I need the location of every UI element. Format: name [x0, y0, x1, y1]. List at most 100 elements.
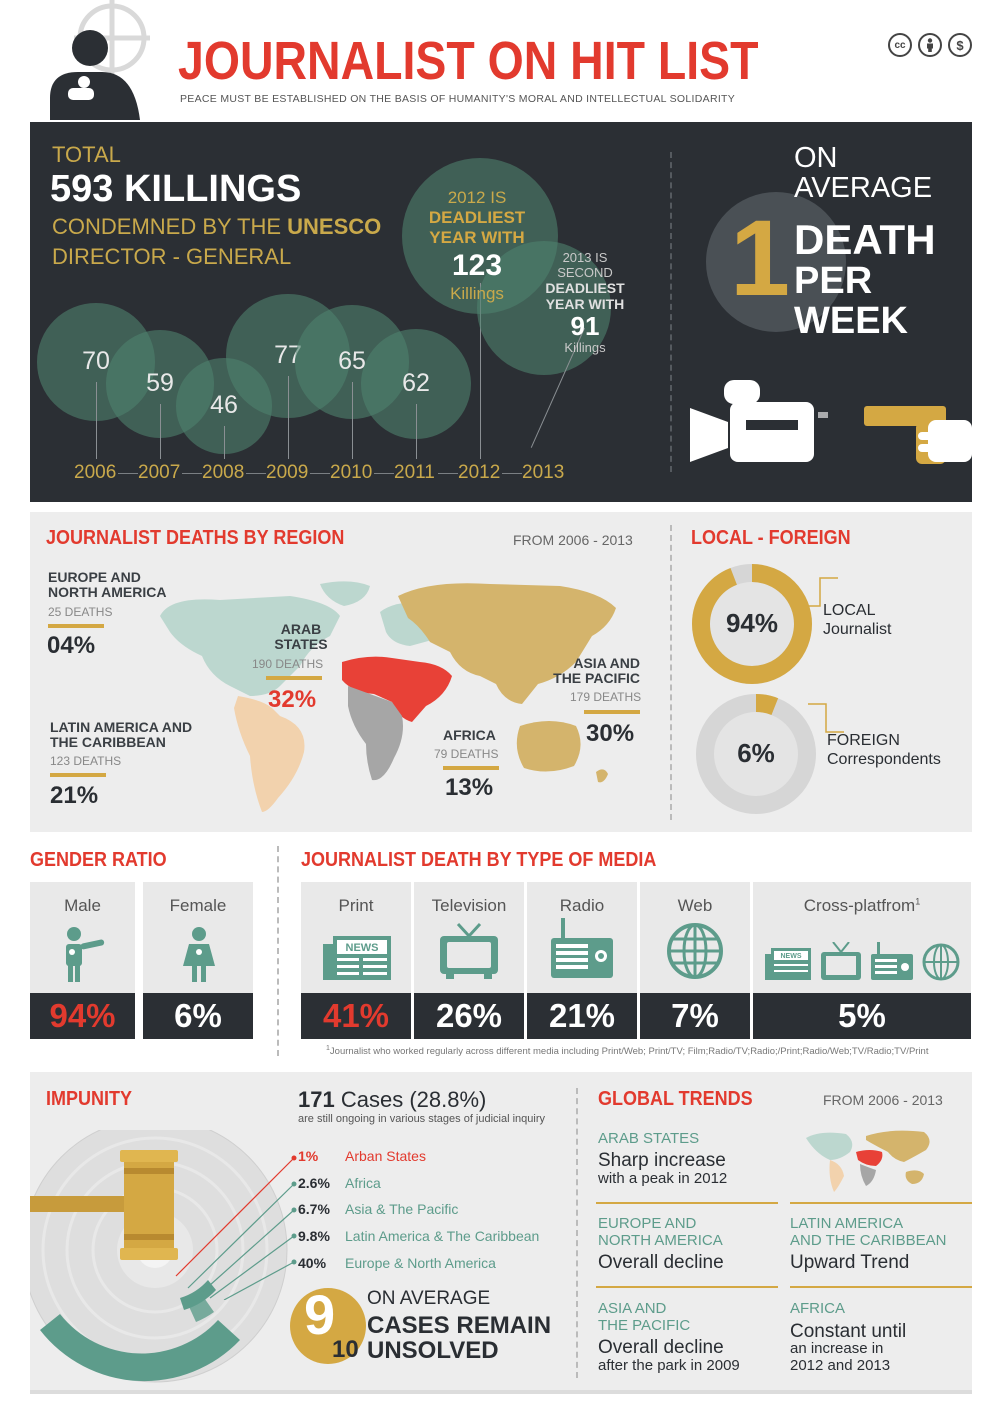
fraction-denominator: 10	[332, 1336, 359, 1363]
bubble-stem-2011	[416, 404, 417, 459]
bubble-stem-2012	[480, 282, 481, 459]
total-label: TOTAL	[52, 142, 121, 167]
world-map	[160, 581, 616, 812]
fraction-circle	[290, 1288, 366, 1364]
trend-africa-main: Constant until	[790, 1321, 907, 1342]
trends-period: FROM 2006 - 2013	[823, 1092, 943, 1108]
deadliest-2012-text: 2012 IS DEADLIEST YEAR WITH 123 Killings	[400, 188, 554, 304]
killings-bubble-chart: 70 2006 59 2007 46 2008 77 2009 65 2010 62 2011 2012…	[30, 122, 690, 502]
media-radio-column: Radio 21%	[527, 882, 637, 1039]
year-connector	[310, 473, 330, 474]
region-name-line: LATIN AMERICA AND	[50, 719, 193, 735]
bubble-2013	[476, 240, 612, 376]
unesco-label: UNESCO	[287, 214, 382, 239]
avg-average: AVERAGE	[794, 172, 933, 204]
avg-on: ON	[794, 142, 838, 174]
media-print-label: Print	[338, 896, 374, 915]
bubble-stem-2007	[160, 404, 161, 459]
second-2013-text: 2013 IS SECOND DEADLIEST YEAR WITH 91 Ki…	[530, 250, 640, 355]
bubble-stem-2009	[288, 376, 289, 459]
second-number: 91	[570, 311, 600, 341]
impunity-label-arab: Arban States	[345, 1148, 426, 1164]
year-label-2012: 2012	[458, 462, 501, 483]
second-line: YEAR WITH	[545, 296, 625, 312]
male-pct: 94%	[30, 993, 135, 1039]
trend-asia-main: Overall decline	[598, 1337, 724, 1358]
media-radio-pct: 21%	[527, 993, 637, 1039]
second-line: DEADLIEST	[545, 280, 625, 296]
impunity-pct-latam: 9.8%	[298, 1228, 330, 1244]
gender-title: GENDER RATIO	[30, 849, 167, 871]
trend-arab-region: ARAB STATES	[598, 1130, 700, 1147]
region-name-line: STATES	[274, 636, 328, 652]
trend-divider	[596, 1202, 778, 1204]
year-label-2007: 2007	[138, 462, 181, 483]
deadliest-line: 2012 IS	[447, 188, 507, 207]
media-tv-label: Television	[431, 896, 507, 915]
bottom-rule	[30, 1390, 972, 1394]
media-web-label: Web	[677, 896, 713, 915]
media-cross-label: Cross-platfrom1	[753, 896, 971, 916]
arab-underline	[266, 676, 322, 680]
female-label: Female	[169, 896, 227, 915]
media-cross-pct: 5%	[753, 993, 971, 1039]
impunity-label-africa: Africa	[345, 1175, 381, 1191]
africa-region-name: AFRICA	[443, 727, 496, 743]
region-name-line: NORTH AMERICA	[48, 584, 167, 600]
male-journalist-icon	[66, 927, 105, 982]
latam-region-name: LATIN AMERICA AND THE CARIBBEAN	[50, 720, 192, 750]
year-connector	[374, 473, 394, 474]
newspaper-icon: NEWS	[323, 936, 391, 980]
europe-region-name: EUROPE AND NORTH AMERICA	[48, 570, 166, 600]
second-line: 2013 IS	[562, 250, 608, 265]
europe-underline	[48, 624, 104, 628]
trend-latam-main: Upward Trend	[790, 1252, 910, 1273]
footnote-text: Journalist who worked regularly across d…	[329, 1046, 929, 1058]
news-label: NEWS	[781, 953, 802, 960]
avg-per: PER	[794, 260, 873, 302]
media-radio-label: Radio	[559, 896, 605, 915]
avg-number: 1	[730, 197, 791, 318]
trends-mini-map	[806, 1130, 930, 1192]
footnote-mark: 1	[915, 896, 921, 907]
trend-africa-sub2: 2012 and 2013	[790, 1357, 891, 1374]
arab-deaths: 190 DEATHS	[252, 657, 324, 671]
trend-divider	[596, 1286, 778, 1288]
page-subtitle: PEACE MUST BE ESTABLISHED ON THE BASIS O…	[180, 93, 736, 105]
local-pct: 94%	[725, 608, 779, 638]
cases-headline: 171 Cases (28.8%)	[298, 1087, 486, 1113]
globe-icon	[667, 923, 723, 979]
africa-deaths: 79 DEATHS	[434, 747, 499, 761]
year-label-2013: 2013	[522, 462, 565, 483]
page-title: JOURNALIST ON HIT LIST	[178, 31, 759, 91]
year-label-2010: 2010	[330, 462, 373, 483]
bubble-stem-2006	[96, 382, 97, 459]
impunity-label-latam: Latin America & The Caribbean	[345, 1228, 540, 1244]
avg-circle	[706, 192, 846, 332]
impunity-pct-africa: 2.6%	[298, 1175, 330, 1191]
asia-region-name: ASIA AND THE PACIFIC	[548, 656, 640, 686]
region-name-line: THE CARIBBEAN	[50, 734, 166, 750]
trend-asia-sub: after the park in 2009	[598, 1357, 740, 1374]
non-commercial-icon: $	[948, 33, 972, 57]
female-column: Female 6%	[143, 882, 253, 1039]
impunity-label-europe: Europe & North America	[345, 1255, 496, 1271]
trend-divider	[790, 1202, 972, 1204]
year-connector	[246, 473, 266, 474]
media-print-column: Print NEWS 41%	[301, 882, 411, 1039]
local-donut	[692, 564, 812, 684]
media-tv-column: Television 26%	[414, 882, 524, 1039]
africa-pct: 13%	[445, 774, 494, 801]
region-name-line: ARAB	[280, 621, 322, 637]
impunity-callout-lines	[175, 1155, 297, 1300]
trend-asia-region: ASIA AND THE PACIFIC	[598, 1300, 690, 1334]
female-pct: 6%	[143, 993, 253, 1039]
year-label-2011: 2011	[394, 462, 435, 483]
gavel-rings-graphic	[30, 1130, 288, 1383]
asia-deaths: 179 DEATHS	[570, 690, 642, 704]
killings-total: 593 KILLINGS	[50, 168, 302, 210]
africa-underline	[443, 766, 499, 770]
foreign-callout-line	[808, 703, 844, 733]
media-cross-label-text: Cross-platfrom	[803, 896, 916, 915]
attribution-icon	[918, 33, 942, 57]
